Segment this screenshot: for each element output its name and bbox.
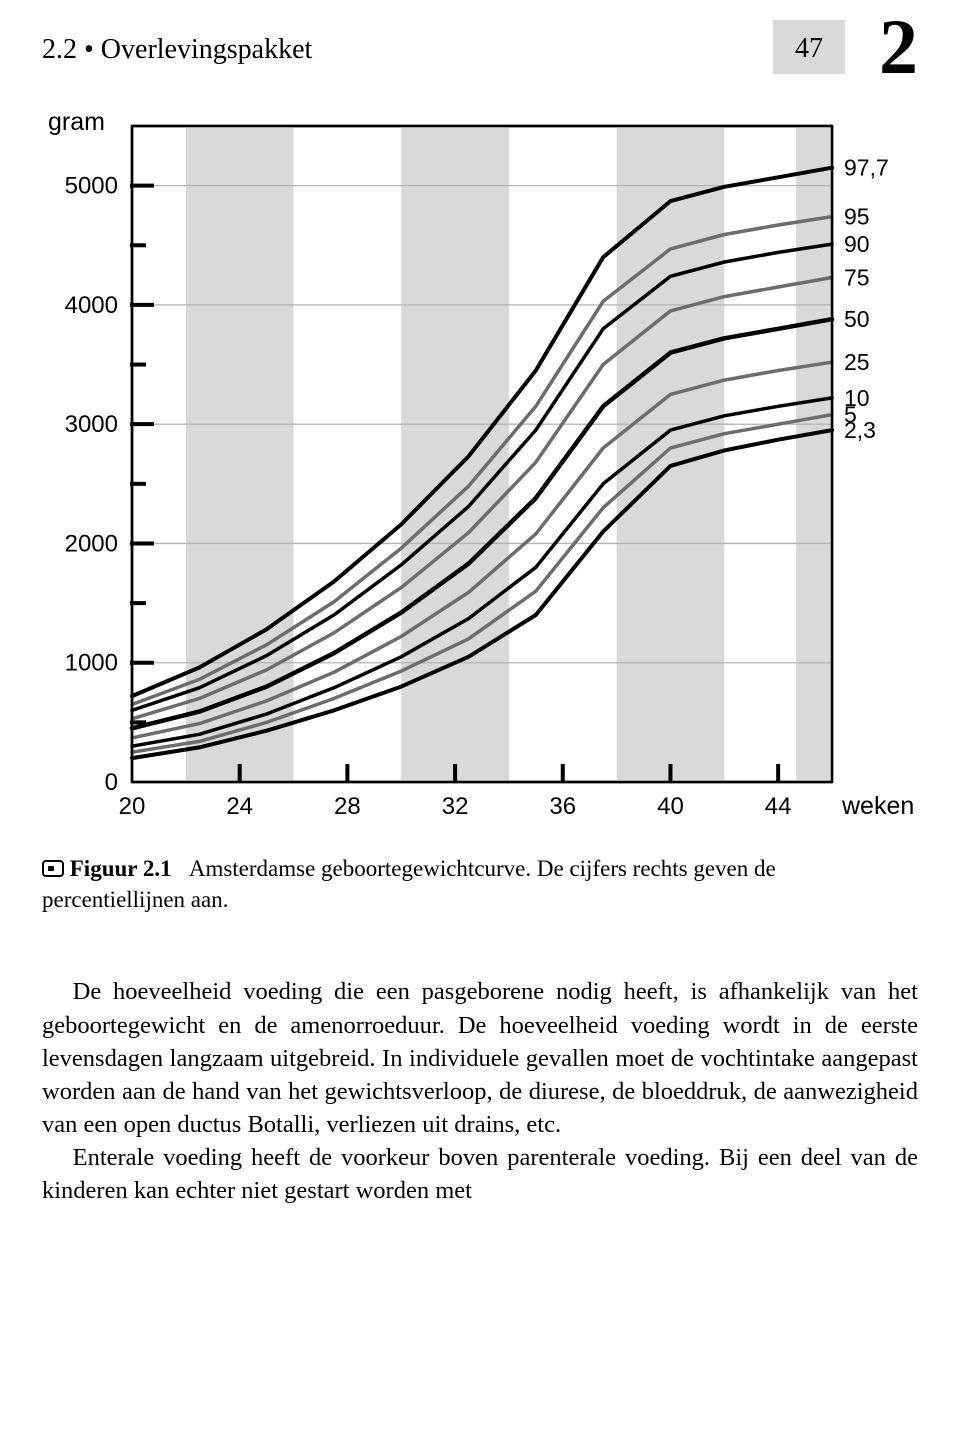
svg-text:gram: gram: [48, 114, 105, 136]
svg-text:25: 25: [844, 350, 870, 376]
svg-text:75: 75: [844, 265, 870, 291]
page: 2.2 • Overlevingspakket 47 2 0 1000 2000 30…: [0, 0, 960, 1237]
svg-text:36: 36: [549, 793, 576, 820]
paragraph-1: De hoeveelheid voeding die een pasgebore…: [42, 975, 918, 1140]
svg-text:4000: 4000: [65, 292, 118, 319]
svg-text:28: 28: [334, 793, 361, 820]
svg-text:2000: 2000: [65, 531, 118, 558]
svg-text:5000: 5000: [65, 173, 118, 200]
svg-text:0: 0: [105, 769, 118, 796]
svg-text:44: 44: [765, 793, 792, 820]
svg-text:97,7: 97,7: [844, 155, 889, 181]
svg-text:95: 95: [844, 204, 870, 230]
svg-text:weken: weken: [841, 792, 914, 820]
svg-text:90: 90: [844, 231, 870, 257]
svg-text:32: 32: [442, 793, 469, 820]
svg-text:3000: 3000: [65, 412, 118, 439]
svg-text:1000: 1000: [65, 650, 118, 677]
svg-text:20: 20: [119, 793, 146, 820]
svg-text:40: 40: [657, 793, 684, 820]
figure-label: Figuur 2.1: [70, 856, 172, 881]
svg-text:24: 24: [226, 793, 253, 820]
figure-icon: [42, 860, 64, 877]
svg-text:50: 50: [844, 307, 870, 333]
section-title: 2.2 • Overlevingspakket: [42, 20, 773, 66]
page-header: 2.2 • Overlevingspakket 47 2: [42, 20, 918, 78]
paragraph-2: Enterale voeding heeft de voorkeur boven…: [42, 1141, 918, 1207]
figure-caption: Figuur 2.1 Amsterdamse geboortegewichtcu…: [42, 853, 918, 915]
page-number: 47: [773, 20, 845, 74]
svg-text:2,3: 2,3: [844, 418, 876, 444]
chapter-number: 2: [879, 16, 918, 78]
growth-chart: 0 1000 2000 3000 4000 5000 gram 20 24 28 32 36 40 44 w…: [42, 114, 918, 839]
body-text: De hoeveelheid voeding die een pasgebore…: [42, 975, 918, 1206]
chart-svg: 0 1000 2000 3000 4000 5000 gram 20 24 28 32 36 40 44 w…: [42, 114, 918, 834]
